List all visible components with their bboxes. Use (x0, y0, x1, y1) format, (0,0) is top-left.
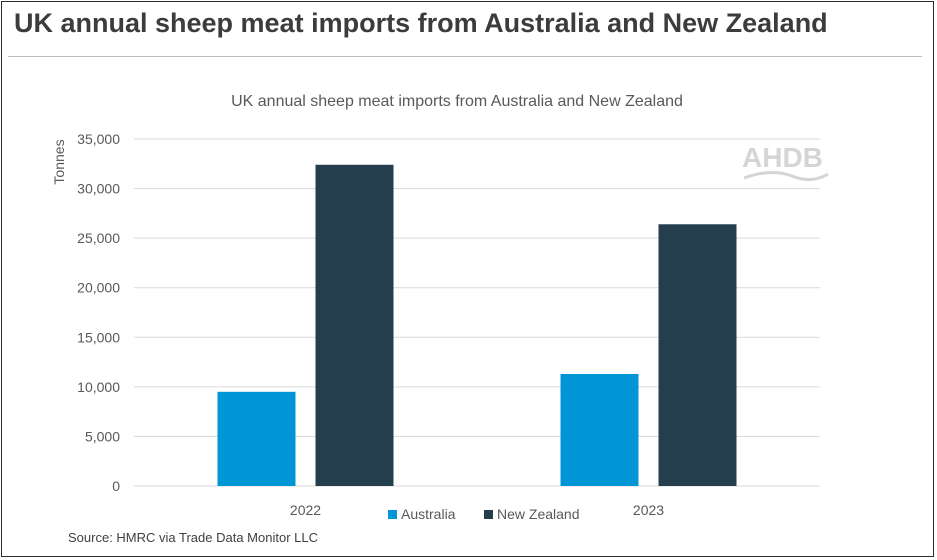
legend-swatch (484, 510, 493, 519)
x-tick-label: 2022 (290, 502, 321, 518)
bar-new-zealand-2023 (658, 224, 737, 486)
ahdb-logo-text: AHDB (742, 142, 823, 173)
bar-australia-2023 (560, 373, 639, 486)
bar-new-zealand-2022 (315, 164, 394, 486)
legend-swatch (388, 510, 397, 519)
legend-label: Australia (401, 506, 456, 522)
title-divider (8, 56, 922, 57)
y-tick-label: 0 (112, 478, 120, 494)
y-axis-label: Tonnes (51, 139, 67, 184)
y-tick-label: 15,000 (77, 329, 120, 345)
page-title: UK annual sheep meat imports from Austra… (14, 8, 828, 38)
ahdb-logo-swoosh (743, 171, 829, 181)
y-tick-label: 30,000 (77, 181, 120, 197)
y-tick-label: 35,000 (77, 131, 120, 147)
legend-label: New Zealand (497, 506, 580, 522)
source-note: Source: HMRC via Trade Data Monitor LLC (68, 530, 318, 545)
bar-australia-2022 (217, 391, 296, 486)
y-tick-label: 20,000 (77, 280, 120, 296)
x-tick-label: 2023 (633, 502, 664, 518)
y-tick-label: 25,000 (77, 230, 120, 246)
y-tick-label: 10,000 (77, 379, 120, 395)
y-tick-label: 5,000 (85, 428, 120, 444)
ahdb-logo: AHDB (742, 142, 832, 187)
chart-title: UK annual sheep meat imports from Austra… (231, 93, 683, 110)
